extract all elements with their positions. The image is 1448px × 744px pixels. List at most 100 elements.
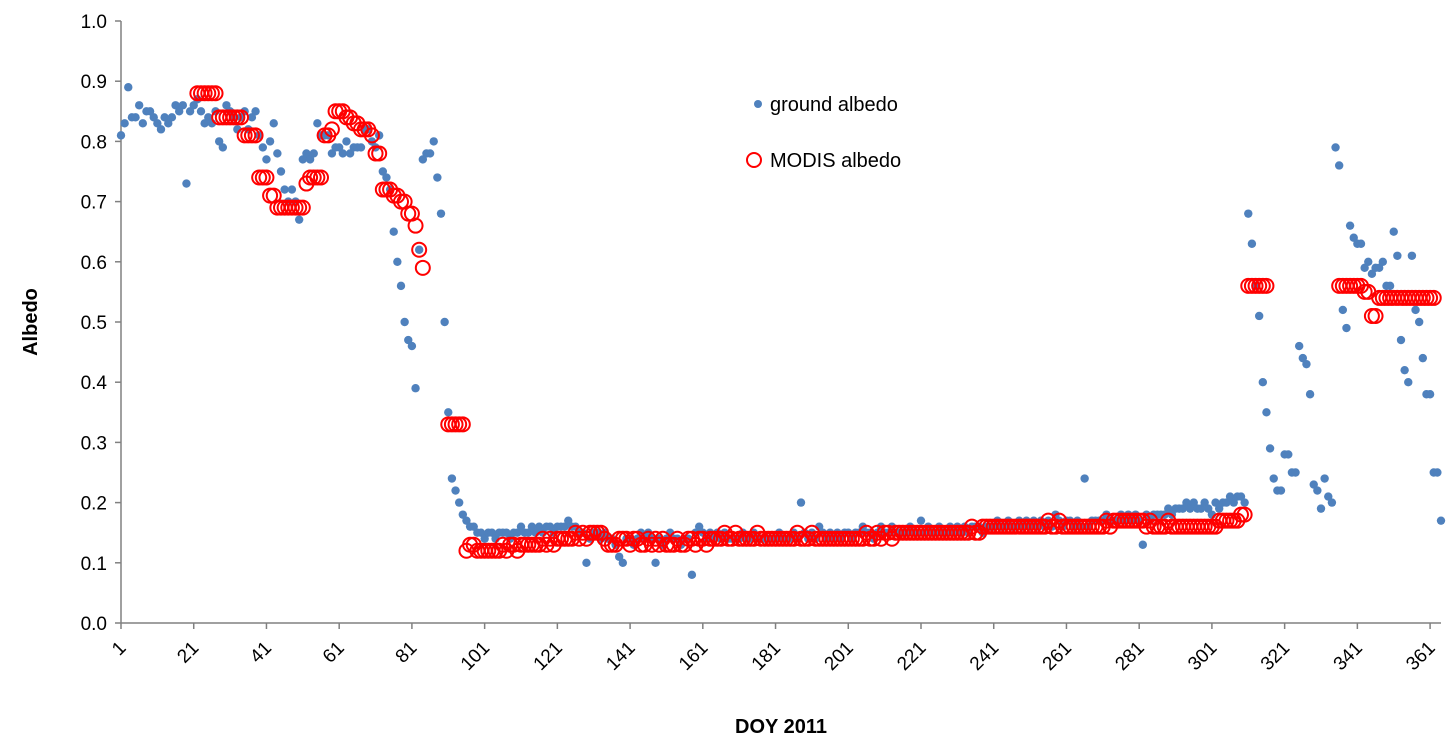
x-tick-label: 101 <box>457 638 494 675</box>
ground-albedo-point <box>433 173 442 182</box>
ground-albedo-point <box>407 341 417 351</box>
ground-albedo-point <box>196 107 206 116</box>
ground-albedo-point <box>1262 408 1271 417</box>
ground-albedo-point <box>400 317 409 327</box>
ground-albedo-point <box>389 227 398 236</box>
ground-albedo-point <box>1164 504 1173 513</box>
ground-albedo-point <box>687 570 697 580</box>
ground-albedo-point <box>1211 498 1220 507</box>
y-tick-label: 0.4 <box>81 373 108 394</box>
ground-albedo-point <box>1356 239 1366 248</box>
ground-albedo-point <box>338 149 348 158</box>
ground-albedo-point <box>502 528 511 537</box>
legend-label-modis-albedo: MODIS albedo <box>770 150 901 172</box>
modis-albedo-point <box>371 145 388 162</box>
ground-albedo-point <box>1244 209 1253 218</box>
ground-albedo-point <box>476 528 486 537</box>
ground-albedo-point <box>1309 480 1318 489</box>
ground-albedo-point <box>1200 498 1209 507</box>
x-tick-label: 341 <box>1330 638 1367 675</box>
ground-albedo-point <box>1204 504 1213 513</box>
ground-albedo-point <box>1240 498 1249 507</box>
ground-albedo-point <box>534 522 544 531</box>
ground-albedo-point <box>454 498 464 507</box>
ground-albedo-point <box>404 335 413 345</box>
ground-albedo-point <box>262 155 271 164</box>
ground-albedo-point <box>185 107 195 116</box>
y-tick-label: 0.1 <box>81 554 107 575</box>
ground-albedo-point <box>1214 504 1224 513</box>
modis-albedo-point <box>233 109 249 126</box>
x-axis-title: DOY 2011 <box>735 716 827 738</box>
ground-albedo-point <box>269 119 278 128</box>
y-tick-label: 0.6 <box>81 253 107 274</box>
modis-albedo-point <box>1367 307 1384 324</box>
ground-albedo-point <box>462 516 471 525</box>
x-tick-label: 81 <box>392 638 422 668</box>
ground-albedo-point <box>1414 317 1424 327</box>
y-tick-label: 1.0 <box>81 12 107 33</box>
ground-albedo-point <box>1284 450 1293 459</box>
ground-albedo-point <box>447 474 457 483</box>
ground-albedo-point <box>116 131 126 140</box>
ground-albedo-point <box>1389 227 1398 236</box>
ground-albedo-point <box>200 119 209 128</box>
ground-albedo-point <box>618 558 628 567</box>
series-modis-albedo <box>189 85 1442 559</box>
ground-albedo-point <box>1189 498 1198 507</box>
ground-albedo-point <box>414 245 424 254</box>
ground-albedo-point <box>411 384 420 393</box>
ground-albedo-point <box>1258 378 1268 387</box>
x-tick-label: 1 <box>108 638 130 660</box>
ground-albedo-point <box>298 155 308 164</box>
ground-albedo-point <box>1334 161 1344 170</box>
ground-albedo-point <box>1418 353 1428 363</box>
y-tick-label: 0.3 <box>81 433 107 454</box>
ground-albedo-point <box>1313 486 1322 495</box>
ground-albedo-point <box>1364 257 1373 266</box>
x-tick-label: 161 <box>675 638 712 675</box>
ground-albedo-point <box>265 137 275 146</box>
ground-albedo-point <box>560 522 569 531</box>
ground-albedo-point <box>1436 516 1446 525</box>
ground-albedo-point <box>916 516 926 525</box>
y-tick-label: 0.7 <box>81 193 107 214</box>
ground-albedo-point <box>444 408 453 417</box>
modis-albedo-point <box>247 127 264 144</box>
modis-albedo-point <box>313 169 329 186</box>
ground-albedo-point <box>153 119 162 128</box>
ground-albedo-point <box>280 185 289 194</box>
modis-albedo-point <box>207 85 224 102</box>
ground-albedo-point <box>564 516 573 525</box>
ground-albedo-point <box>1367 269 1377 279</box>
ground-albedo-point <box>1269 474 1278 483</box>
ground-albedo-point <box>214 137 224 146</box>
data-series <box>116 83 1446 580</box>
ground-albedo-point <box>1265 444 1275 453</box>
ground-albedo-point <box>524 528 533 537</box>
ground-albedo-point <box>396 281 406 291</box>
ground-albedo-point <box>247 113 257 122</box>
ground-albedo-point <box>1345 221 1355 230</box>
ground-albedo-point <box>796 498 806 507</box>
ticks: 0.00.10.20.30.40.50.60.70.80.91.01 21 41 61… <box>81 12 1440 675</box>
modis-albedo-point <box>294 199 311 216</box>
ground-albedo-point <box>294 215 304 224</box>
ground-albedo-point <box>305 155 315 164</box>
ground-albedo-point <box>1378 257 1388 266</box>
ground-albedo-point <box>258 143 268 152</box>
legend: ground albedo MODIS albedo <box>746 94 901 172</box>
ground-albedo-point <box>156 125 166 134</box>
ground-albedo-point <box>1276 486 1286 495</box>
ground-albedo-point <box>1360 263 1369 273</box>
ground-albedo-point <box>1291 468 1300 477</box>
ground-albedo-point <box>1393 251 1402 260</box>
modis-albedo-point <box>363 127 380 144</box>
y-axis-title: Albedo <box>20 288 42 356</box>
modis-albedo-point <box>407 217 424 234</box>
modis-albedo-point <box>414 259 431 276</box>
ground-albedo-point <box>1302 359 1311 369</box>
x-tick-label: 61 <box>319 638 349 668</box>
modis-albedo-point <box>323 121 340 138</box>
